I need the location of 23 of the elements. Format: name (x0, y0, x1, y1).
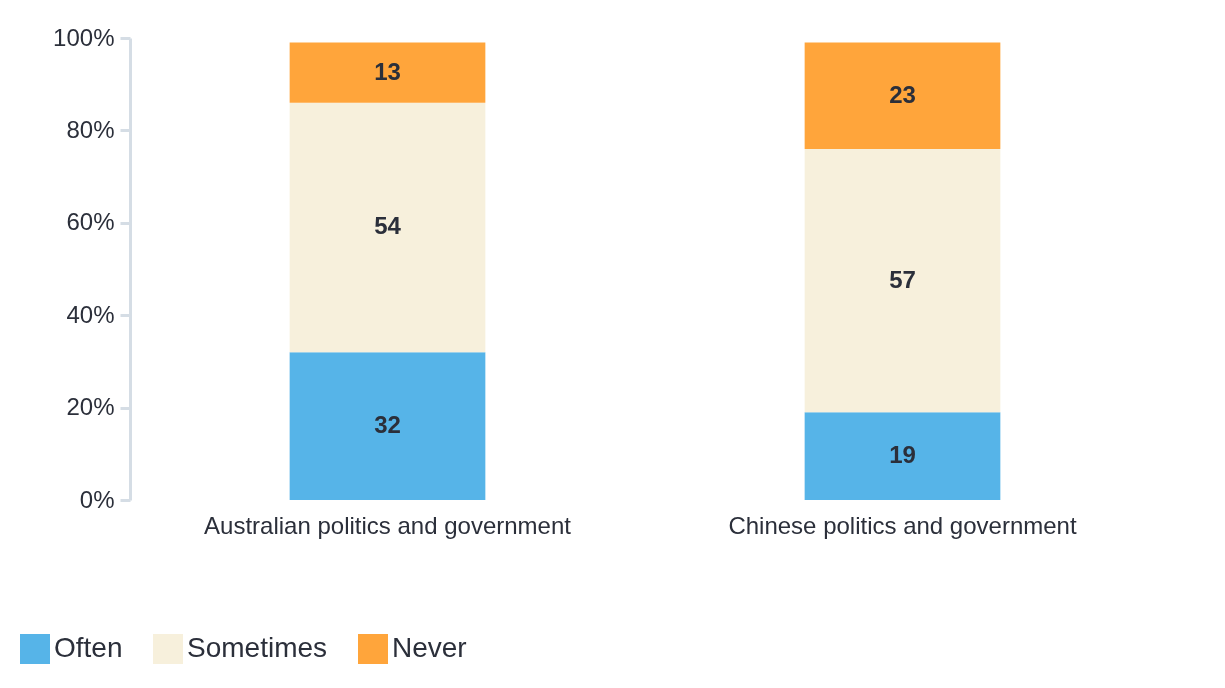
data-label: 13 (374, 57, 401, 85)
y-tick-label: 40% (66, 300, 115, 328)
data-label: 23 (889, 80, 916, 108)
y-tick-label: 80% (66, 115, 115, 143)
legend-label: Sometimes (187, 632, 328, 663)
bar (804, 148, 1001, 413)
y-tick-label: 0% (79, 485, 115, 513)
bar (804, 42, 1001, 149)
legend-label: Never (392, 632, 467, 663)
data-label: 19 (889, 441, 916, 469)
y-tick-label: 20% (66, 393, 115, 421)
bar (289, 102, 486, 353)
bar (289, 352, 486, 500)
x-tick-label: Chinese politics and government (728, 511, 1077, 539)
x-tick-label: Australian politics and government (204, 511, 572, 539)
bar (289, 42, 486, 103)
data-label: 54 (374, 212, 402, 240)
y-tick-label: 60% (66, 208, 115, 236)
legend-label: Often (54, 632, 123, 663)
data-label: 57 (889, 265, 916, 293)
y-tick-label: 100% (53, 23, 115, 51)
data-label: 32 (374, 411, 401, 439)
bar (804, 412, 1001, 500)
